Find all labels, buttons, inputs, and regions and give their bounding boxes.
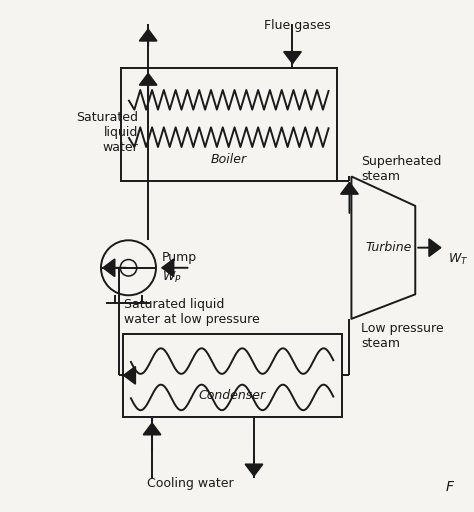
Text: Turbine: Turbine: [365, 241, 411, 254]
Text: $W_T$: $W_T$: [447, 252, 468, 267]
Text: Pump: Pump: [162, 251, 197, 265]
Text: F: F: [446, 480, 454, 494]
Text: Condenser: Condenser: [199, 389, 265, 402]
Text: Saturated
liquid
water: Saturated liquid water: [76, 111, 138, 154]
Text: Boiler: Boiler: [210, 153, 247, 166]
Text: Low pressure
steam: Low pressure steam: [361, 322, 444, 350]
Text: Saturated liquid
water at low pressure: Saturated liquid water at low pressure: [124, 298, 259, 326]
Text: $W_P$: $W_P$: [162, 270, 182, 285]
Text: Cooling water: Cooling water: [147, 477, 234, 490]
Text: Flue gases: Flue gases: [264, 19, 331, 32]
Text: Superheated
steam: Superheated steam: [361, 155, 442, 183]
Bar: [120, 69, 337, 181]
Bar: [123, 334, 342, 417]
